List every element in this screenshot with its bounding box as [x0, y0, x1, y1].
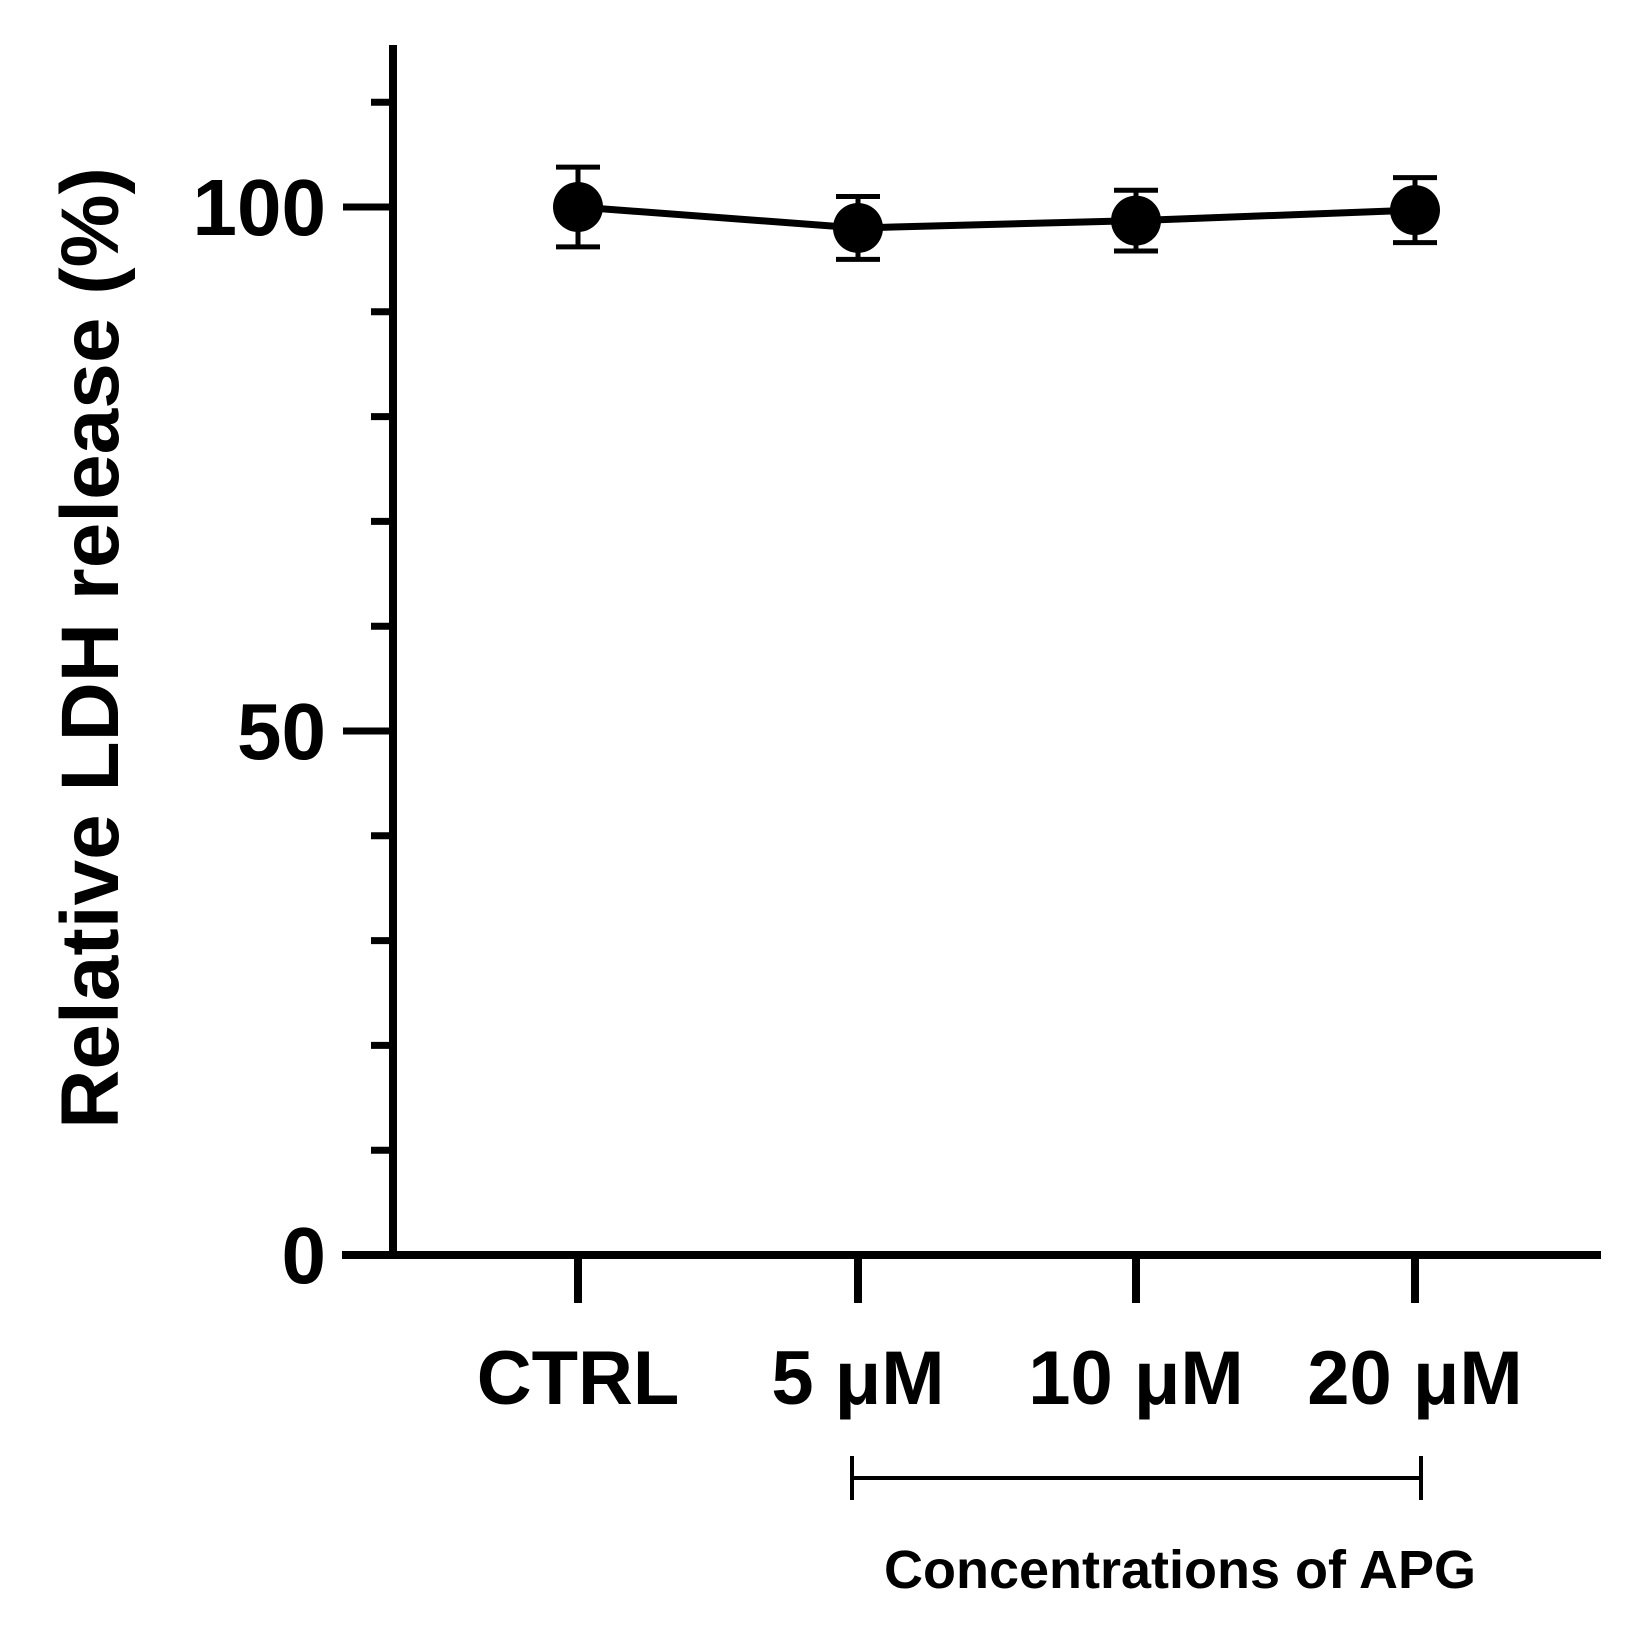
data-point	[1390, 185, 1440, 236]
x-tick-label: 20 μM	[1307, 1336, 1522, 1421]
y-tick-label: 0	[282, 1211, 327, 1300]
x-tick-label: CTRL	[477, 1336, 680, 1421]
data-point	[833, 202, 883, 253]
series-line	[577, 203, 1416, 232]
group-bracket-label: Concentrations of APG	[884, 1540, 1476, 1600]
data-point	[553, 182, 603, 232]
data-point	[1111, 195, 1161, 246]
y-tick-label: 50	[237, 687, 326, 776]
x-tick-label: 10 μM	[1028, 1336, 1243, 1421]
y-axis-title: Relative LDH release (%)	[45, 167, 136, 1129]
x-tick-label: 5 μM	[771, 1336, 944, 1421]
y-tick-label: 100	[193, 163, 326, 252]
